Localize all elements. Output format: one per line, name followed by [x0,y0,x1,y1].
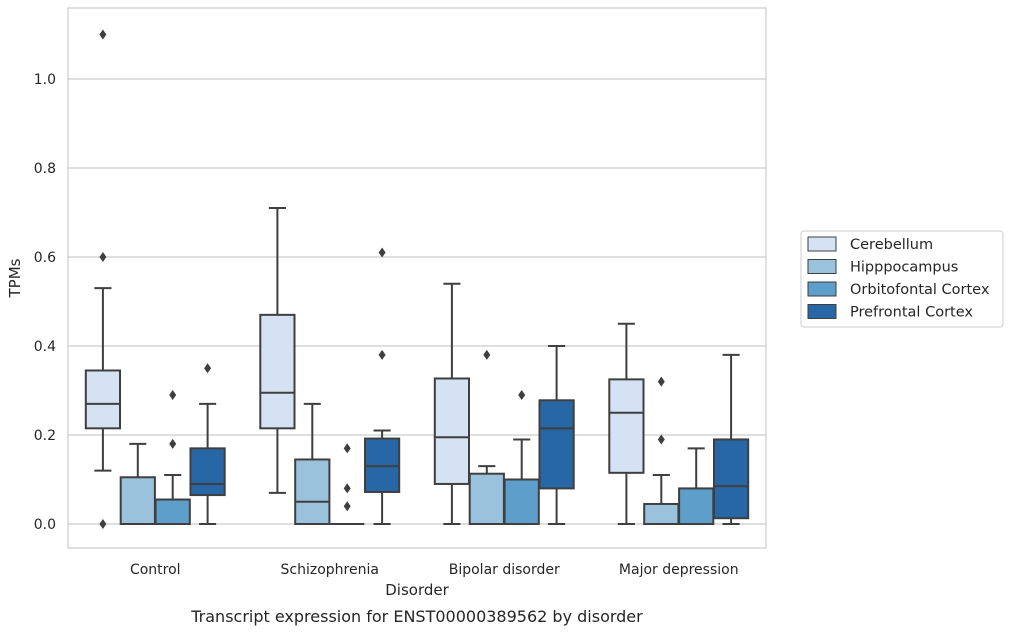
box-iqr [503,478,540,525]
y-tick-label: 0.2 [34,428,56,444]
box-3-2 [330,443,365,525]
box-iqr [433,377,471,485]
box-iqr [643,502,680,526]
box-iqr [294,458,331,526]
box-2-4 [643,376,680,526]
legend: Cerebellum Hipppocampus Orbitofontal Corte… [800,230,1004,328]
box-iqr [608,378,645,474]
box-iqr [678,487,715,525]
outlier-point [378,247,386,258]
outlier-point [483,349,491,360]
outlier-point [99,252,107,262]
x-tick-label: Schizophrenia [281,562,379,578]
box-iqr [154,498,191,525]
legend-label: Hipppocampus [850,260,958,276]
outlier-point [378,349,386,360]
y-tick-labels: 0.0 0.2 0.4 0.6 0.8 1.0 [34,72,56,533]
box-iqr [189,447,226,497]
box-3-4 [678,447,715,525]
outlier-point [657,434,665,445]
box-4-1 [189,363,226,525]
plot-area [67,7,767,549]
box-2-3 [468,349,505,525]
y-tick-label: 0.8 [34,161,56,177]
y-tick-label: 1.0 [34,72,56,88]
box-1-4 [608,322,645,525]
outlier-point [343,483,351,494]
legend-frame [800,230,1004,328]
outlier-point [204,363,212,374]
x-tick-labels: Control Schizophrenia Bipolar disorder Majo… [130,562,739,578]
legend-label: Orbitofontal Cortex [850,282,990,298]
outlier-point [657,376,665,387]
legend-swatch [807,259,837,274]
box-iqr [538,399,575,490]
box-4-4 [712,353,750,525]
box-4-2 [363,247,401,525]
y-tick-label: 0.4 [34,339,56,355]
x-axis-label: Disorder [385,581,449,599]
outlier-point [169,438,177,449]
legend-label: Prefrontal Cortex [850,305,973,321]
box-2-2 [294,402,331,526]
y-tick-label: 0.0 [34,517,56,533]
x-tick-label: Control [130,562,181,578]
y-axis-label: TPMs [6,258,24,298]
box-1-3 [433,282,471,525]
x-tick-label: Bipolar disorder [449,562,560,578]
legend-swatch [807,281,837,297]
box-iqr [119,476,156,525]
legend-swatch [807,304,837,319]
box-iqr [468,472,505,525]
box-2-1 [119,442,156,525]
outlier-point [99,29,107,40]
box-iqr [84,369,122,430]
outlier-point [518,389,526,400]
y-tick-label: 0.6 [34,250,56,266]
outlier-point [169,389,177,400]
box-series [84,29,750,529]
x-tick-label: Major depression [619,562,739,578]
outlier-point [343,443,351,454]
box-iqr [712,438,750,520]
box-iqr [259,313,296,430]
box-1-1 [84,29,122,529]
box-4-3 [538,345,575,525]
box-1-2 [259,207,296,494]
chart-caption: Transcript expression for ENST0000038956… [190,607,643,626]
box-3-1 [154,389,191,525]
legend-label: Cerebellum [850,237,933,253]
outlier-point [343,501,351,512]
legend-swatch [807,236,837,252]
box-3-3 [503,389,540,525]
outlier-point [99,519,107,529]
